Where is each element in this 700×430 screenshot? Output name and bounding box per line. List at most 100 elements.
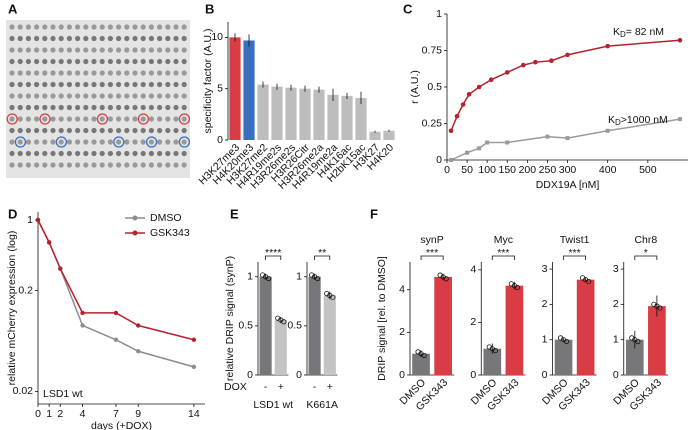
point [477, 146, 482, 151]
blot-dot [91, 116, 97, 122]
blot-dot [50, 127, 56, 134]
bar [308, 276, 321, 375]
blot-dot [157, 162, 163, 168]
y-axis-label: specificity factor (A.U.) [202, 28, 214, 133]
blot-dot [116, 81, 122, 88]
blot-dot [140, 162, 146, 168]
blot-dot [173, 47, 179, 53]
point [565, 52, 570, 58]
x-tick-label: 50 [461, 164, 473, 176]
blot-dot [132, 47, 138, 53]
replicate-dot [563, 338, 570, 345]
blot-dot [66, 58, 72, 65]
blot-dot [157, 93, 163, 99]
blot-dot [50, 35, 56, 42]
y-tick-label: 1 [247, 271, 253, 283]
point [465, 150, 470, 155]
blot-dot [9, 150, 15, 157]
blot-dot [124, 104, 130, 111]
blot-dot [116, 35, 122, 42]
blot-dot [116, 70, 122, 76]
blot-dot [99, 150, 105, 157]
blot-dot [148, 47, 154, 53]
blot-dot [173, 58, 179, 65]
blot-dot [173, 35, 179, 42]
x-tick-label: - [264, 381, 268, 393]
blot-dot [50, 24, 56, 30]
blot-dot [17, 150, 23, 157]
x-tick-label: 0 [35, 408, 41, 420]
blot-dot [132, 104, 138, 111]
blot-dot [66, 139, 72, 145]
blot-dot [75, 24, 81, 30]
replicate-dot [586, 278, 592, 285]
blot-dot [124, 47, 130, 53]
blot-dot [91, 104, 97, 111]
blot-dot [124, 24, 130, 30]
blot-dot [165, 81, 171, 88]
blot-dot [83, 104, 89, 111]
y-tick-label: 0 [542, 369, 548, 381]
point [191, 337, 197, 342]
blot-dot [99, 81, 105, 88]
blot-dot [165, 116, 171, 122]
group-title: K661A [306, 399, 338, 411]
blot-dot [181, 93, 187, 99]
blot-dot [181, 162, 187, 168]
blot-dot [91, 139, 97, 145]
blot-dot [9, 58, 15, 65]
blot-dot [58, 58, 64, 65]
x-tick-label: + [278, 381, 284, 393]
significance-bracket [563, 255, 587, 260]
highlight-blue [14, 136, 27, 148]
blot-dot [34, 150, 40, 157]
blot-dot [91, 162, 97, 168]
y-tick-label: 0.5 [238, 320, 253, 332]
blot-dot [99, 24, 105, 30]
point [113, 337, 119, 342]
blot-dot [17, 116, 23, 122]
bar [285, 87, 297, 140]
blot-dot [83, 58, 89, 65]
blot-dot [99, 139, 105, 145]
point [521, 62, 526, 68]
y-axis-label: relative DRIP signal (synP) [224, 256, 236, 381]
blot-dot [148, 81, 154, 88]
blot-dot [116, 150, 122, 157]
blot-dot [181, 81, 187, 88]
category-title: DOX [224, 381, 247, 393]
significance: ** [318, 247, 326, 259]
blot-dot [157, 127, 163, 134]
blot-dot [50, 116, 56, 122]
blot-dot [25, 35, 31, 42]
blot-dot [140, 35, 146, 42]
blot-dot [42, 24, 48, 30]
y-tick-label: 0 [399, 369, 405, 381]
blot-dot [107, 127, 113, 134]
blot-dot [25, 70, 31, 76]
blot-dot [124, 116, 130, 122]
blot-dot [107, 81, 113, 88]
point [454, 113, 460, 119]
point [80, 310, 85, 316]
blot-dot [83, 24, 89, 30]
blot-dot [165, 93, 171, 99]
replicate-dot [443, 276, 449, 282]
blot-dot [173, 150, 179, 157]
blot-dot [148, 70, 154, 76]
y-tick-label: 4 [399, 283, 405, 295]
y-tick-label: 4 [470, 264, 476, 276]
annotation: KD>1000 nM [608, 114, 668, 127]
blot-dot [42, 81, 48, 88]
blot-dot [9, 116, 15, 122]
bar [259, 276, 272, 375]
blot-dot [181, 127, 187, 134]
blot-dot [25, 139, 31, 145]
blot-dot [140, 24, 146, 30]
bar [327, 94, 339, 140]
replicate-dot [265, 275, 272, 282]
blot-dot [9, 162, 15, 168]
point [605, 128, 610, 133]
blot-dot [173, 139, 179, 145]
significance: *** [568, 247, 580, 259]
